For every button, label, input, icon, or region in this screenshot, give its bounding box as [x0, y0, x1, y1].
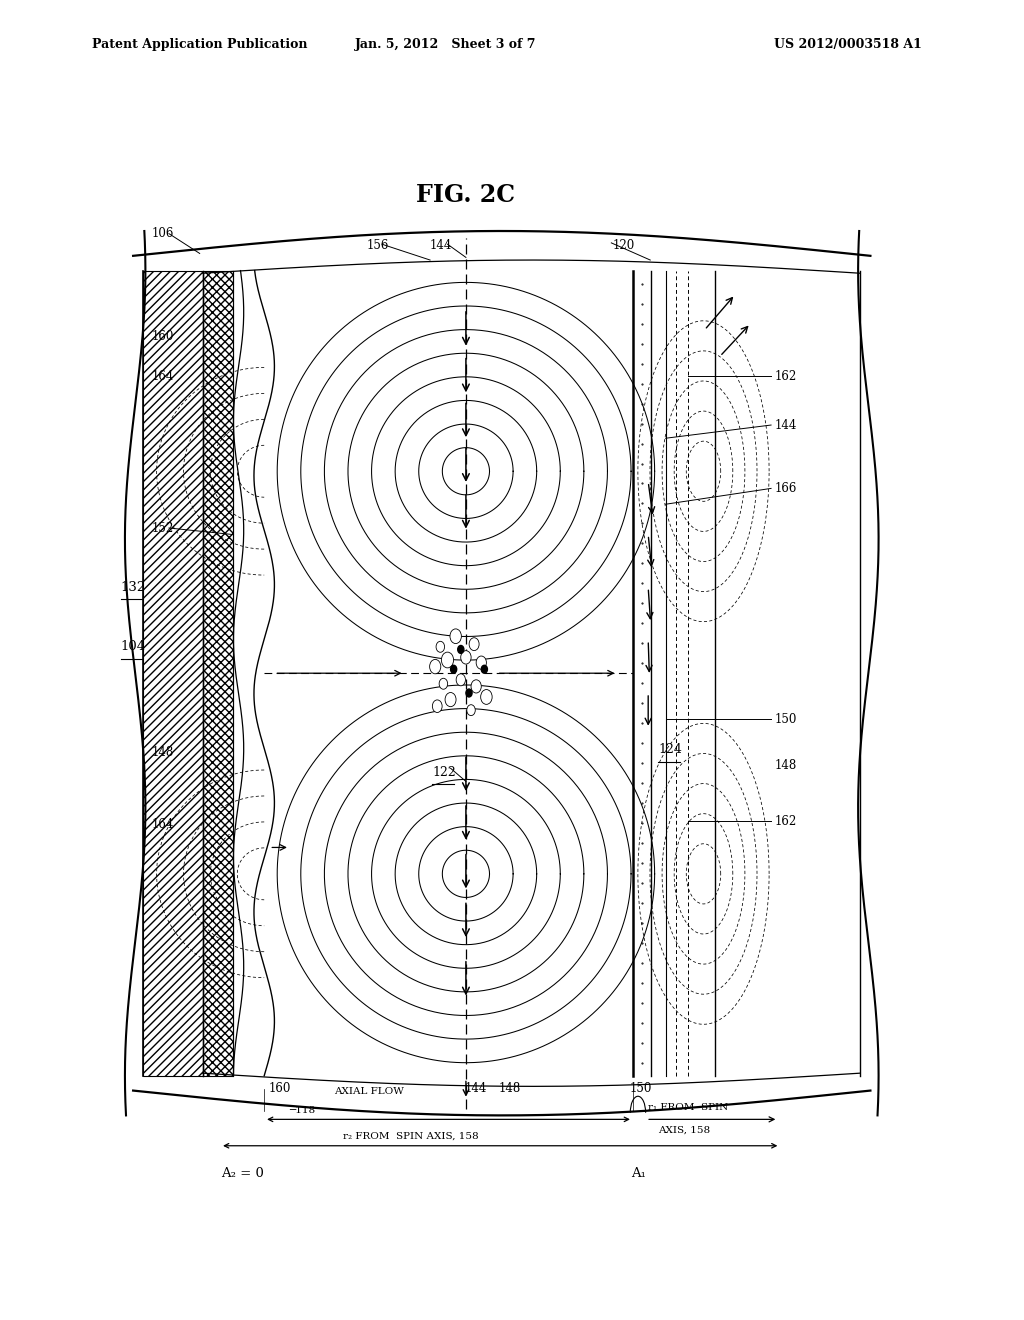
Text: 160: 160 — [152, 330, 174, 343]
Text: 132: 132 — [121, 581, 146, 594]
Circle shape — [458, 645, 464, 653]
Circle shape — [432, 700, 442, 713]
Circle shape — [439, 678, 447, 689]
Text: 148: 148 — [499, 1081, 521, 1094]
Text: r₂ FROM  SPIN AXIS, 158: r₂ FROM SPIN AXIS, 158 — [343, 1133, 478, 1142]
Text: 148: 148 — [774, 759, 797, 772]
Circle shape — [480, 689, 493, 705]
Text: 122: 122 — [432, 766, 456, 779]
Circle shape — [456, 673, 466, 686]
Circle shape — [476, 656, 486, 669]
Circle shape — [445, 693, 456, 706]
Text: 120: 120 — [612, 239, 635, 252]
Text: 106: 106 — [152, 227, 174, 240]
Text: Jan. 5, 2012   Sheet 3 of 7: Jan. 5, 2012 Sheet 3 of 7 — [354, 38, 537, 51]
Text: 144: 144 — [430, 239, 453, 252]
Circle shape — [466, 689, 472, 697]
Circle shape — [430, 660, 440, 673]
Circle shape — [471, 680, 481, 693]
Circle shape — [441, 652, 454, 668]
Text: 152: 152 — [152, 521, 174, 535]
Text: Patent Application Publication: Patent Application Publication — [92, 38, 307, 51]
Circle shape — [461, 651, 471, 664]
Text: 164: 164 — [152, 818, 174, 832]
Circle shape — [436, 642, 444, 652]
Text: AXIS, 158: AXIS, 158 — [658, 1126, 711, 1135]
Text: US 2012/0003518 A1: US 2012/0003518 A1 — [774, 38, 922, 51]
Text: 162: 162 — [774, 370, 797, 383]
Bar — [203, 271, 233, 1076]
Text: 164: 164 — [152, 370, 174, 383]
Text: A₁: A₁ — [631, 1167, 646, 1180]
Text: 162: 162 — [774, 814, 797, 828]
Text: 166: 166 — [774, 482, 797, 495]
Circle shape — [469, 638, 479, 651]
Text: 150: 150 — [774, 713, 797, 726]
Text: 144: 144 — [774, 418, 797, 432]
Text: 144: 144 — [465, 1081, 487, 1094]
Bar — [143, 271, 203, 1076]
Text: 124: 124 — [658, 743, 682, 756]
Text: 150: 150 — [630, 1081, 652, 1094]
Circle shape — [451, 665, 457, 673]
Text: 160: 160 — [268, 1081, 291, 1094]
Text: r₁ FROM  SPIN: r₁ FROM SPIN — [648, 1104, 728, 1113]
Text: 104: 104 — [121, 640, 146, 653]
Circle shape — [450, 628, 462, 644]
Circle shape — [481, 665, 487, 673]
Text: 156: 156 — [367, 239, 389, 252]
Text: 148: 148 — [152, 746, 174, 759]
Text: A₂ = 0: A₂ = 0 — [221, 1167, 264, 1180]
Text: AXIAL FLOW: AXIAL FLOW — [334, 1088, 403, 1096]
Circle shape — [467, 705, 475, 715]
Text: FIG. 2C: FIG. 2C — [417, 183, 515, 207]
Text: ─118: ─118 — [289, 1106, 315, 1115]
